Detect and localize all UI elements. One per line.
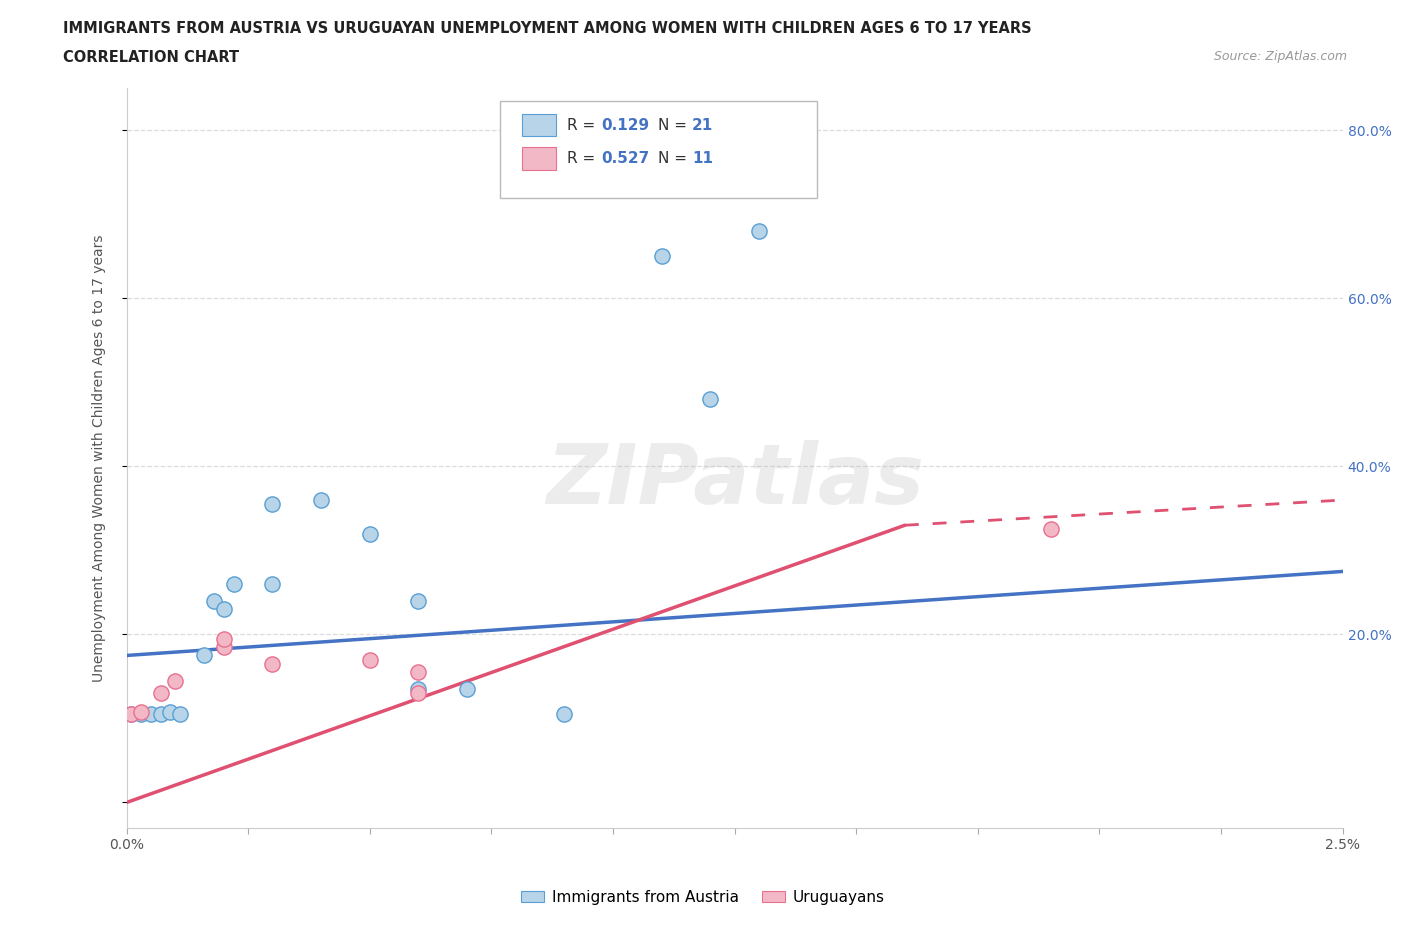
Point bbox=[651, 249, 673, 264]
Point bbox=[222, 577, 245, 591]
Point bbox=[212, 631, 235, 646]
Point bbox=[212, 640, 235, 655]
Point bbox=[408, 682, 430, 697]
FancyBboxPatch shape bbox=[522, 148, 555, 169]
Text: IMMIGRANTS FROM AUSTRIA VS URUGUAYAN UNEMPLOYMENT AMONG WOMEN WITH CHILDREN AGES: IMMIGRANTS FROM AUSTRIA VS URUGUAYAN UNE… bbox=[63, 21, 1032, 36]
Point bbox=[262, 657, 284, 671]
Text: 0.129: 0.129 bbox=[600, 118, 650, 133]
Text: R =: R = bbox=[567, 151, 600, 166]
Point bbox=[262, 497, 284, 512]
Point bbox=[212, 602, 235, 617]
Text: CORRELATION CHART: CORRELATION CHART bbox=[63, 50, 239, 65]
Point bbox=[359, 526, 381, 541]
Legend: Immigrants from Austria, Uruguayans: Immigrants from Austria, Uruguayans bbox=[516, 884, 890, 911]
Point bbox=[1039, 522, 1062, 537]
Point bbox=[129, 707, 152, 722]
Point bbox=[359, 652, 381, 667]
Text: R =: R = bbox=[567, 118, 600, 133]
Point bbox=[456, 682, 478, 697]
Point bbox=[169, 707, 191, 722]
Point bbox=[129, 704, 152, 719]
Point bbox=[149, 707, 172, 722]
Point bbox=[553, 707, 575, 722]
Text: N =: N = bbox=[658, 118, 692, 133]
Point bbox=[748, 224, 770, 239]
Point bbox=[699, 392, 721, 406]
Text: 21: 21 bbox=[692, 118, 713, 133]
Text: N =: N = bbox=[658, 151, 692, 166]
Point bbox=[408, 593, 430, 608]
Text: ZIPatlas: ZIPatlas bbox=[546, 440, 924, 521]
Point bbox=[193, 648, 215, 663]
Text: 0.527: 0.527 bbox=[600, 151, 650, 166]
Point bbox=[699, 173, 721, 188]
Point bbox=[165, 673, 187, 688]
Point bbox=[159, 704, 181, 719]
Point bbox=[202, 593, 225, 608]
Point bbox=[309, 493, 332, 508]
Text: 11: 11 bbox=[692, 151, 713, 166]
Point bbox=[120, 707, 142, 722]
Point bbox=[139, 707, 162, 722]
Y-axis label: Unemployment Among Women with Children Ages 6 to 17 years: Unemployment Among Women with Children A… bbox=[91, 234, 105, 682]
Point bbox=[408, 685, 430, 700]
FancyBboxPatch shape bbox=[522, 114, 555, 137]
FancyBboxPatch shape bbox=[501, 101, 817, 198]
Point bbox=[408, 665, 430, 680]
Point bbox=[120, 707, 142, 722]
Text: Source: ZipAtlas.com: Source: ZipAtlas.com bbox=[1213, 50, 1347, 63]
Point bbox=[149, 685, 172, 700]
Point bbox=[262, 577, 284, 591]
